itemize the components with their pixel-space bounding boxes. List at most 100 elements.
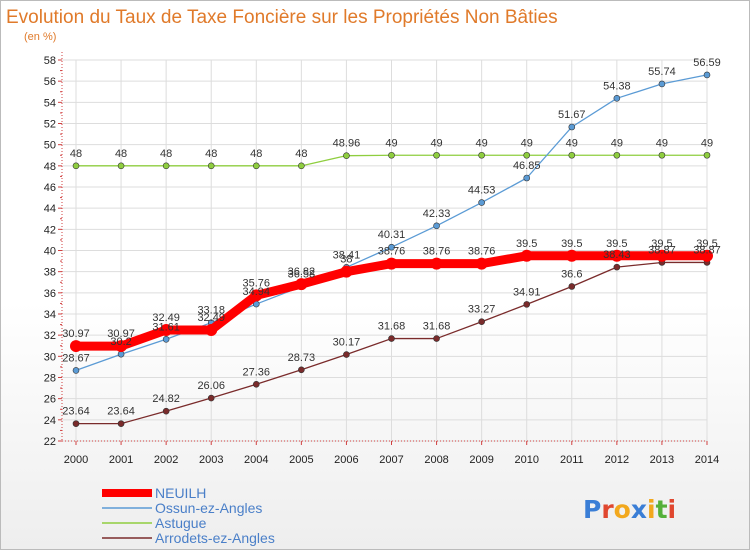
data-point-NEUILH — [520, 249, 533, 262]
data-point-Arrodets-ez-Angles — [388, 335, 395, 342]
data-point-Ossun-ez-Angles — [658, 80, 666, 88]
data-label-Arrodets-ez-Angles: 23.64 — [107, 406, 135, 418]
data-point-Arrodets-ez-Angles — [162, 407, 170, 415]
data-label-Arrodets-ez-Angles: 31.68 — [423, 321, 451, 333]
x-tick-label: 2008 — [424, 454, 448, 466]
data-point-Astugue — [343, 152, 350, 159]
data-label-NEUILH: 39.5 — [561, 238, 582, 250]
data-point-NEUILH — [655, 249, 668, 262]
data-point-Astugue — [613, 151, 621, 159]
data-point-Astugue — [298, 162, 305, 170]
data-label-Arrodets-ez-Angles: 27.36 — [243, 366, 271, 378]
data-label-NEUILH: 30.97 — [62, 328, 90, 340]
x-tick-label: 2004 — [244, 454, 268, 466]
x-tick-label: 2002 — [154, 454, 178, 466]
data-point-Ossun-ez-Angles — [117, 350, 125, 358]
chart-title: Evolution du Taux de Taxe Foncière sur l… — [6, 7, 558, 28]
data-label-NEUILH: 35.76 — [243, 277, 271, 289]
data-label-Ossun-ez-Angles: 44.53 — [468, 185, 496, 197]
data-label-Arrodets-ez-Angles: 26.06 — [197, 380, 225, 392]
x-tick-label: 2006 — [334, 454, 358, 466]
y-tick-label: 38 — [44, 267, 56, 279]
data-point-Arrodets-ez-Angles — [117, 420, 125, 427]
data-point-Arrodets-ez-Angles — [478, 318, 485, 326]
data-point-Astugue — [207, 162, 215, 170]
y-tick-label: 48 — [44, 161, 56, 173]
data-point-Astugue — [72, 162, 80, 170]
data-label-Astugue: 49 — [385, 137, 397, 149]
data-point-Arrodets-ez-Angles — [568, 283, 576, 290]
series — [70, 71, 713, 427]
x-tick-label: 2014 — [695, 454, 719, 466]
data-label-Ossun-ez-Angles: 54.38 — [603, 80, 631, 92]
data-label-Arrodets-ez-Angles: 38.87 — [693, 244, 721, 256]
data-point-NEUILH — [340, 265, 353, 278]
x-tick-label: 2001 — [109, 454, 133, 466]
data-label-Ossun-ez-Angles: 38.41 — [333, 249, 361, 261]
data-point-Astugue — [433, 151, 440, 159]
data-label-Astugue: 49 — [476, 137, 488, 149]
data-label-Arrodets-ez-Angles: 34.91 — [513, 286, 541, 298]
data-point-NEUILH — [610, 249, 623, 262]
data-point-Ossun-ez-Angles — [478, 199, 485, 206]
data-label-Astugue: 49 — [701, 137, 713, 149]
data-label-Astugue: 49 — [566, 137, 578, 149]
data-label-Arrodets-ez-Angles: 30.17 — [333, 337, 361, 349]
data-label-Astugue: 49 — [611, 137, 623, 149]
data-label-Astugue: 49 — [656, 137, 668, 149]
x-tick-label: 2003 — [199, 454, 223, 466]
data-point-NEUILH — [115, 340, 128, 353]
data-label-Astugue: 48 — [250, 148, 262, 160]
data-point-Astugue — [388, 151, 395, 159]
data-label-Ossun-ez-Angles: 56.59 — [693, 57, 721, 69]
y-tick-label: 22 — [44, 436, 56, 448]
data-point-NEUILH — [701, 249, 713, 262]
legend-label-Ossun-ez-Angles: Ossun-ez-Angles — [155, 500, 262, 516]
data-label-Astugue: 48 — [205, 148, 217, 160]
y-tick-label: 50 — [44, 140, 56, 152]
data-point-Ossun-ez-Angles — [388, 243, 395, 251]
data-label-Ossun-ez-Angles: 51.67 — [558, 109, 586, 121]
data-point-Arrodets-ez-Angles — [207, 394, 215, 402]
y-tick-label: 34 — [44, 309, 56, 321]
data-label-Ossun-ez-Angles: 28.67 — [62, 352, 90, 364]
x-tick-label: 2007 — [379, 454, 403, 466]
data-label-Arrodets-ez-Angles: 23.64 — [62, 406, 90, 418]
y-tick-label: 46 — [44, 182, 56, 194]
data-point-Astugue — [252, 162, 260, 170]
legend-label-Arrodets-ez-Angles: Arrodets-ez-Angles — [155, 530, 275, 546]
data-point-NEUILH — [475, 257, 488, 270]
data-point-Arrodets-ez-Angles — [252, 380, 260, 388]
data-label-NEUILH: 39.5 — [606, 238, 627, 250]
data-label-Ossun-ez-Angles: 46.85 — [513, 160, 541, 172]
y-tick-label: 24 — [44, 415, 56, 427]
data-label-Astugue: 48 — [115, 148, 127, 160]
legend-label-Astugue: Astugue — [155, 515, 207, 531]
data-point-Astugue — [523, 151, 531, 159]
data-point-Astugue — [658, 151, 666, 159]
data-label-NEUILH: 39.5 — [516, 238, 537, 250]
x-tick-label: 2009 — [469, 454, 493, 466]
x-tick-label: 2011 — [560, 454, 584, 466]
data-label-Astugue: 48 — [295, 148, 307, 160]
y-tick-label: 52 — [44, 119, 56, 131]
data-label-Astugue: 48 — [70, 148, 82, 160]
data-label-Arrodets-ez-Angles: 31.68 — [378, 321, 406, 333]
data-point-Astugue — [568, 151, 576, 159]
y-tick-label: 54 — [44, 97, 56, 109]
data-point-NEUILH — [430, 257, 443, 270]
x-tick-label: 2000 — [64, 454, 88, 466]
data-label-Ossun-ez-Angles: 30.2 — [110, 336, 131, 348]
data-label-Arrodets-ez-Angles: 38.43 — [603, 249, 631, 261]
proxiti-logo: Proxiti — [583, 495, 676, 524]
data-label-Arrodets-ez-Angles: 38.87 — [648, 244, 676, 256]
data-label-NEUILH: 36.82 — [288, 266, 316, 278]
data-point-Ossun-ez-Angles — [613, 95, 621, 102]
data-point-Arrodets-ez-Angles — [523, 301, 531, 308]
data-point-Arrodets-ez-Angles — [433, 335, 440, 342]
data-label-NEUILH: 38.76 — [423, 246, 451, 258]
data-label-Arrodets-ez-Angles: 28.73 — [288, 352, 316, 364]
x-tick-label: 2012 — [605, 454, 629, 466]
data-point-Ossun-ez-Angles — [703, 71, 711, 79]
